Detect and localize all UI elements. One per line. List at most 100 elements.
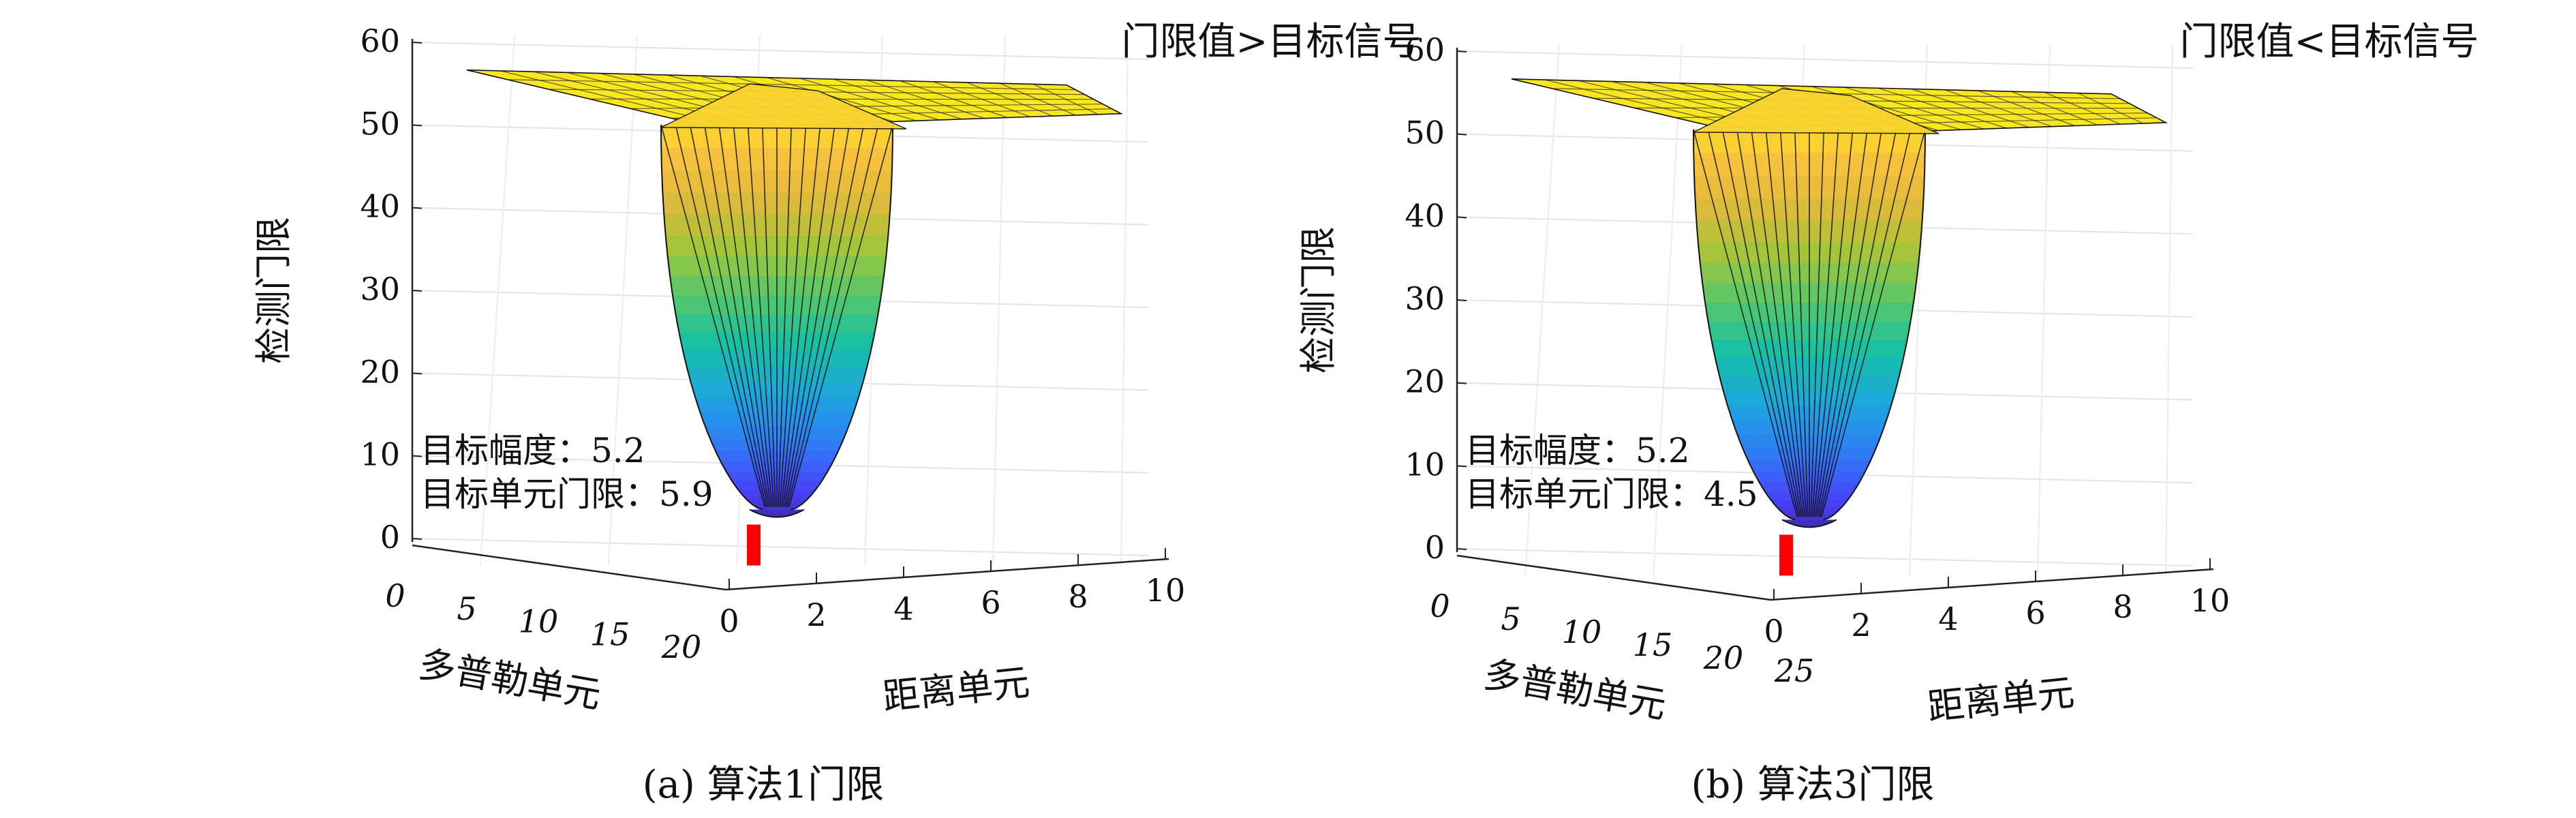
x-tick-label: 4 bbox=[893, 590, 913, 627]
annotation-line: 目标幅度：5.2 bbox=[420, 431, 645, 470]
surface-mesh-line bbox=[1810, 129, 1825, 517]
z-tick-label: 0 bbox=[380, 519, 400, 556]
x-gridline bbox=[992, 35, 1006, 566]
x-gridline bbox=[2037, 44, 2051, 577]
well-rim bbox=[660, 83, 907, 130]
x-gridline bbox=[1120, 35, 1129, 566]
target-marker bbox=[747, 524, 761, 566]
z-tick-label: 30 bbox=[360, 271, 400, 307]
well-outline-right bbox=[791, 124, 893, 511]
surface-mesh-line bbox=[1819, 129, 1912, 517]
y-tick-label: 0 bbox=[385, 577, 405, 614]
plateau-mesh-line bbox=[507, 79, 1076, 91]
panel-caption: (a) 算法1门限 bbox=[643, 763, 885, 807]
x-tick-label: 4 bbox=[1938, 601, 1958, 637]
x-gridline bbox=[1524, 44, 1560, 577]
z-axis-label: 检测门限 bbox=[1297, 226, 1340, 374]
annotation-line: 目标单元门限：5.9 bbox=[420, 474, 714, 514]
z-tick bbox=[412, 455, 423, 457]
z-gridline bbox=[1456, 50, 2194, 69]
z-tick-label: 20 bbox=[360, 353, 400, 390]
threshold-surface bbox=[1511, 78, 2168, 528]
z-tick-label: 60 bbox=[360, 22, 400, 59]
surface-mesh-line bbox=[1818, 129, 1897, 517]
z-tick bbox=[412, 42, 423, 44]
surface-mesh-line bbox=[1779, 129, 1807, 517]
z-tick-label: 40 bbox=[360, 188, 400, 225]
z-tick-label: 60 bbox=[1405, 31, 1445, 68]
x-tick-label: 6 bbox=[981, 584, 1000, 621]
x-gridline bbox=[1653, 44, 1683, 577]
surface-mesh-line bbox=[779, 124, 807, 507]
z-tick bbox=[412, 290, 423, 292]
surface-mesh-line bbox=[689, 124, 769, 507]
z-tick-label: 20 bbox=[1405, 363, 1445, 400]
axes: 0 10 20 30 40 50 60 0 5 10 15 20 0 2 4 6 8 10 bbox=[360, 22, 1185, 665]
surface-mesh-line bbox=[788, 124, 893, 507]
z-tick bbox=[1456, 50, 1467, 52]
surface-mesh-line bbox=[703, 124, 770, 507]
well-outline-right bbox=[1823, 129, 1926, 521]
plateau-mesh-line bbox=[589, 98, 1094, 100]
surface-mesh-line bbox=[782, 124, 835, 507]
x-tick-label: 10 bbox=[2190, 582, 2230, 619]
surface-mesh-line bbox=[785, 124, 865, 507]
z-tick bbox=[1456, 133, 1467, 136]
y-tick-label: 20 bbox=[1703, 639, 1744, 676]
y-tick-label: 5 bbox=[457, 590, 476, 627]
surface-mesh-line bbox=[660, 124, 765, 507]
x-gridline bbox=[608, 35, 638, 566]
y-axis-line bbox=[1456, 554, 1771, 601]
target-marker bbox=[1779, 534, 1793, 576]
surface-mesh-line bbox=[1815, 129, 1868, 517]
y-tick-label: 0 bbox=[1430, 588, 1450, 624]
y-tick-label: 15 bbox=[1633, 626, 1673, 663]
x-gridline bbox=[2165, 44, 2173, 577]
x-tick-label: 2 bbox=[1851, 607, 1871, 643]
well-outline-left bbox=[1693, 129, 1796, 521]
y-tick-label: 10 bbox=[1562, 614, 1602, 650]
threshold-surface bbox=[466, 69, 1124, 518]
surface-mesh-line bbox=[780, 124, 821, 507]
surface-mesh-line bbox=[1765, 129, 1806, 517]
z-tick bbox=[412, 207, 423, 209]
annotation-line: 目标幅度：5.2 bbox=[1465, 431, 1690, 470]
z-axis-label: 检测门限 bbox=[252, 217, 295, 364]
y-tick-label: 5 bbox=[1501, 601, 1520, 637]
z-tick bbox=[1456, 382, 1467, 384]
x-tick-label: 2 bbox=[806, 596, 826, 633]
surface-mesh-line bbox=[1811, 129, 1839, 517]
x-axis-line bbox=[1770, 568, 2214, 601]
x-axis-line bbox=[725, 558, 1169, 591]
surface-mesh-line bbox=[1813, 129, 1854, 517]
y-tick-label: 25 bbox=[1774, 652, 1815, 689]
surface-mesh-line bbox=[733, 124, 773, 507]
well-bottom bbox=[749, 509, 805, 518]
z-tick bbox=[412, 372, 423, 375]
z-tick-label: 40 bbox=[1405, 197, 1445, 234]
x-tick-label: 0 bbox=[719, 603, 739, 639]
well-rim bbox=[1693, 88, 1939, 134]
annotation-line: 目标单元门限：4.5 bbox=[1465, 474, 1758, 514]
surface-mesh-line bbox=[786, 124, 879, 507]
surface-mesh-line bbox=[1693, 129, 1798, 517]
panel-caption: (b) 算法3门限 bbox=[1691, 763, 1935, 807]
surface-mesh-line bbox=[784, 124, 850, 507]
x-tick-label: 8 bbox=[1068, 578, 1088, 615]
surface-mesh-line bbox=[1751, 129, 1804, 517]
well-outline-left bbox=[660, 124, 763, 511]
z-tick-label: 10 bbox=[1405, 446, 1445, 483]
y-tick-label: 20 bbox=[661, 628, 702, 665]
z-tick-label: 10 bbox=[360, 436, 400, 473]
x-tick-label: 0 bbox=[1764, 613, 1783, 650]
x-gridline bbox=[480, 35, 515, 566]
surface-mesh-line bbox=[778, 124, 793, 507]
z-tick-label: 50 bbox=[360, 105, 400, 142]
z-tick-label: 30 bbox=[1405, 280, 1445, 317]
z-tick-label: 0 bbox=[1425, 529, 1445, 566]
z-tick bbox=[1456, 299, 1467, 301]
y-tick-label: 15 bbox=[590, 616, 630, 652]
